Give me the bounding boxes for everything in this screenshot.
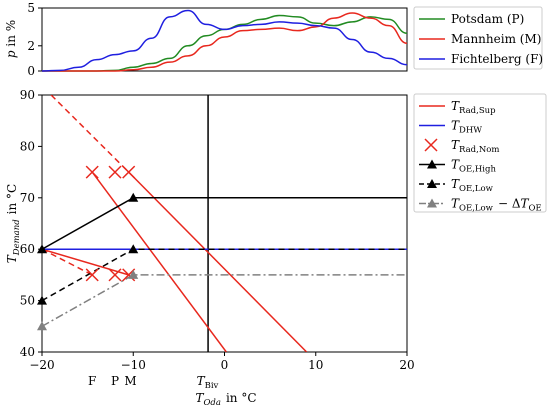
main-legend-box [413,93,547,213]
oe-triangle-marker [128,192,139,202]
rad-nom-marker-1 [85,165,99,179]
main-y-axis-label-text: TDemand in °C [5,184,22,264]
main-y-tick-label: 70 [20,191,35,205]
main-x-axis-label-text: TOda in °C [195,391,256,408]
main-legend-label-6: TOE,Low − ΔTOE [451,197,543,214]
top-y-tick-label: 5 [27,1,35,15]
bivalence-tick-label: TBiv [197,374,220,391]
main-series-line-2 [42,248,129,276]
location-tick-label-1: F [88,374,96,388]
rad-nom-marker-3 [122,165,136,179]
top-series-group [41,9,408,72]
main-y-axis-label: TDemand in °C [5,184,22,264]
main-plot-frame [41,94,408,353]
main-legend-label-3: TRad,Nom [451,138,501,155]
rad-nom-marker-5 [108,268,122,282]
rad-nom-marker-4 [85,268,99,282]
main-legend-label-2: TDHW [451,119,483,136]
main-x-tick-label: −20 [29,358,54,372]
demand-temperature-chart: −20 −10 0 10 20 40 50 60 70 80 90 F P M TBiv TDemand … [5,88,415,408]
main-legend: TRad,Sup TDHW TRad,Nom TOE,High TOE,Low … [413,93,547,214]
main-x-tick-label: −10 [121,358,146,372]
top-y-tick-label: 0 [27,64,35,78]
top-y-axis-label: p in % [4,20,18,58]
top-series-line-1 [42,14,408,72]
top-legend-items: Potsdam (P) Mannheim (M) Fichtelberg (F) [419,12,543,66]
main-legend-triangle-4 [427,159,437,169]
top-legend: Potsdam (P) Mannheim (M) Fichtelberg (F) [413,6,543,70]
main-y-tick-label: 80 [20,139,35,153]
main-legend-swatch-3 [424,138,438,152]
top-series-line-3 [41,9,408,72]
main-extra-x-labels: F P M TBiv [88,374,220,391]
main-series-line-4 [91,171,227,352]
main-series-group [42,95,407,352]
rad-nom-marker-2 [108,165,122,179]
top-legend-label-3: Fichtelberg (F) [451,52,543,66]
main-y-tick-label: 90 [20,88,35,102]
main-y-tick-label: 40 [20,345,35,359]
top-y-tick-label: 2 [27,39,35,53]
top-legend-label-2: Mannheim (M) [451,32,541,46]
main-legend-items: TRad,Sup TDHW TRad,Nom TOE,High TOE,Low … [419,99,543,214]
location-tick-label-2: P [111,374,119,388]
main-x-tick-label: 10 [308,358,323,372]
main-legend-triangle-6 [427,198,437,208]
oe-triangle-marker [128,244,139,254]
main-legend-label-4: TOE,High [451,158,497,175]
main-markers-group [37,165,139,331]
location-tick-label-3: M [124,374,136,388]
main-legend-label-5: TOE,Low [451,177,494,194]
top-series-line-2 [42,12,408,72]
main-legend-label-1: TRad,Sup [451,99,497,116]
main-x-axis-label: TOda in °C [195,391,256,408]
main-series-line-3 [50,95,130,173]
main-x-tick-label: 20 [399,358,414,372]
main-axis-ticks: −20 −10 0 10 20 40 50 60 70 80 90 [20,88,415,372]
top-legend-box [413,6,543,70]
main-series-line-8 [42,197,407,250]
main-series-line-1 [128,171,308,352]
main-legend-triangle-5 [427,179,437,188]
oe-triangle-marker [128,269,139,279]
main-x-tick-label: 0 [221,358,229,372]
top-plot-frame [41,7,408,72]
top-y-ticks: 0 2 5 [27,1,42,78]
temperature-distribution-chart: 0 2 5 p in % [4,1,408,78]
main-series-line-10 [42,274,407,327]
main-y-tick-label: 60 [20,242,35,256]
oe-triangle-marker [37,321,47,331]
top-legend-label-1: Potsdam (P) [451,12,524,26]
main-y-tick-label: 50 [20,294,35,308]
